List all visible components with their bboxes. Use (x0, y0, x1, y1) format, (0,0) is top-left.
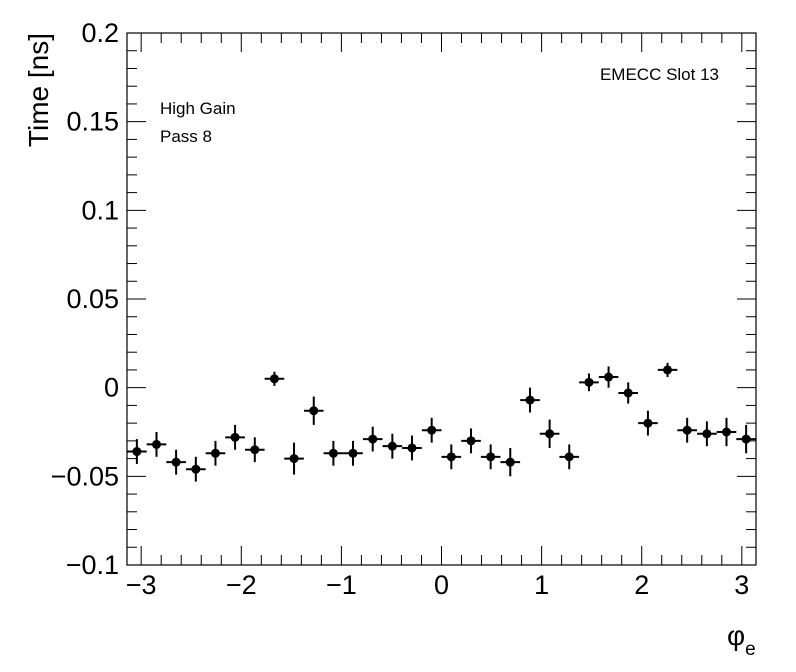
point-marker (564, 452, 574, 462)
data-point (362, 426, 383, 452)
x-axis-title-symbol: φ (727, 620, 745, 651)
data-point (736, 424, 756, 454)
data-point (402, 435, 422, 461)
data-points-group (127, 362, 756, 482)
point-marker (210, 448, 220, 458)
data-point (461, 428, 481, 454)
y-tick-label: 0 (104, 373, 119, 403)
y-tick-label: 0.15 (66, 107, 119, 137)
y-tick-label: 0.2 (81, 18, 119, 48)
point-marker (387, 441, 397, 451)
data-point (244, 437, 265, 463)
y-tick-label: −0.05 (51, 461, 119, 491)
x-tick-label: 0 (434, 570, 449, 600)
pass-annotation: Pass 8 (160, 127, 212, 146)
data-point (382, 433, 403, 459)
point-marker (348, 448, 358, 458)
point-marker (151, 439, 161, 449)
point-marker (466, 436, 476, 446)
data-point (638, 410, 658, 436)
point-marker (368, 434, 378, 444)
data-point (716, 417, 737, 447)
data-point (284, 442, 304, 475)
gain-annotation: High Gain (160, 99, 236, 118)
point-marker (328, 448, 338, 458)
point-marker (505, 457, 515, 467)
point-marker (741, 434, 751, 444)
point-marker (230, 432, 240, 442)
point-marker (250, 445, 260, 455)
point-marker (604, 372, 614, 382)
point-marker (407, 443, 417, 453)
data-point (303, 396, 324, 425)
point-marker (309, 406, 319, 416)
data-point (264, 371, 285, 386)
x-tick-label: 1 (534, 570, 549, 600)
data-point (225, 424, 245, 450)
x-tick-label: −1 (326, 570, 357, 600)
data-point (657, 362, 678, 378)
data-point (618, 382, 639, 404)
point-marker (269, 374, 279, 384)
x-tick-label: 2 (634, 570, 649, 600)
point-marker (682, 425, 692, 435)
data-point (146, 432, 167, 457)
x-axis-title-subscript: e (745, 639, 756, 660)
data-point (186, 456, 206, 482)
data-point (697, 421, 717, 447)
data-point (166, 449, 186, 475)
data-point (677, 417, 697, 443)
y-tick-label: −0.1 (66, 550, 119, 580)
point-marker (525, 395, 535, 405)
point-marker (191, 464, 201, 474)
data-point (421, 417, 442, 443)
point-marker (722, 427, 732, 437)
point-marker (702, 429, 712, 439)
point-marker (486, 452, 496, 462)
data-point (127, 439, 147, 464)
data-point (579, 373, 599, 392)
slot-annotation: EMECC Slot 13 (600, 65, 719, 84)
y-tick-label: 0.1 (81, 195, 119, 225)
point-marker (446, 452, 456, 462)
point-marker (427, 425, 437, 435)
data-point (598, 366, 619, 388)
point-marker (132, 447, 142, 457)
data-point (323, 440, 344, 466)
data-point (559, 444, 580, 470)
x-axis-title: φe (727, 620, 756, 660)
point-marker (663, 365, 673, 375)
plot-frame (126, 32, 757, 566)
data-point (441, 444, 462, 470)
point-marker (584, 377, 594, 387)
y-axis-title: Time [ns] (23, 33, 54, 147)
point-marker (289, 454, 299, 464)
point-marker (171, 457, 181, 467)
x-tick-label: 3 (734, 570, 749, 600)
point-marker (643, 418, 653, 428)
y-tick-label: 0.05 (66, 284, 119, 314)
x-tick-label: −2 (226, 570, 257, 600)
data-point (539, 419, 560, 448)
data-point (480, 444, 501, 470)
x-tick-label: −3 (126, 570, 157, 600)
data-point (500, 447, 521, 477)
point-marker (623, 388, 633, 398)
data-point (520, 387, 540, 413)
data-point (343, 440, 363, 466)
axes-group: −0.1 −0.05 0 0.05 0.1 0.15 0.2 −3 −2 −1 0 1 2 3 (51, 18, 756, 600)
point-marker (545, 429, 555, 439)
data-point (205, 440, 226, 466)
